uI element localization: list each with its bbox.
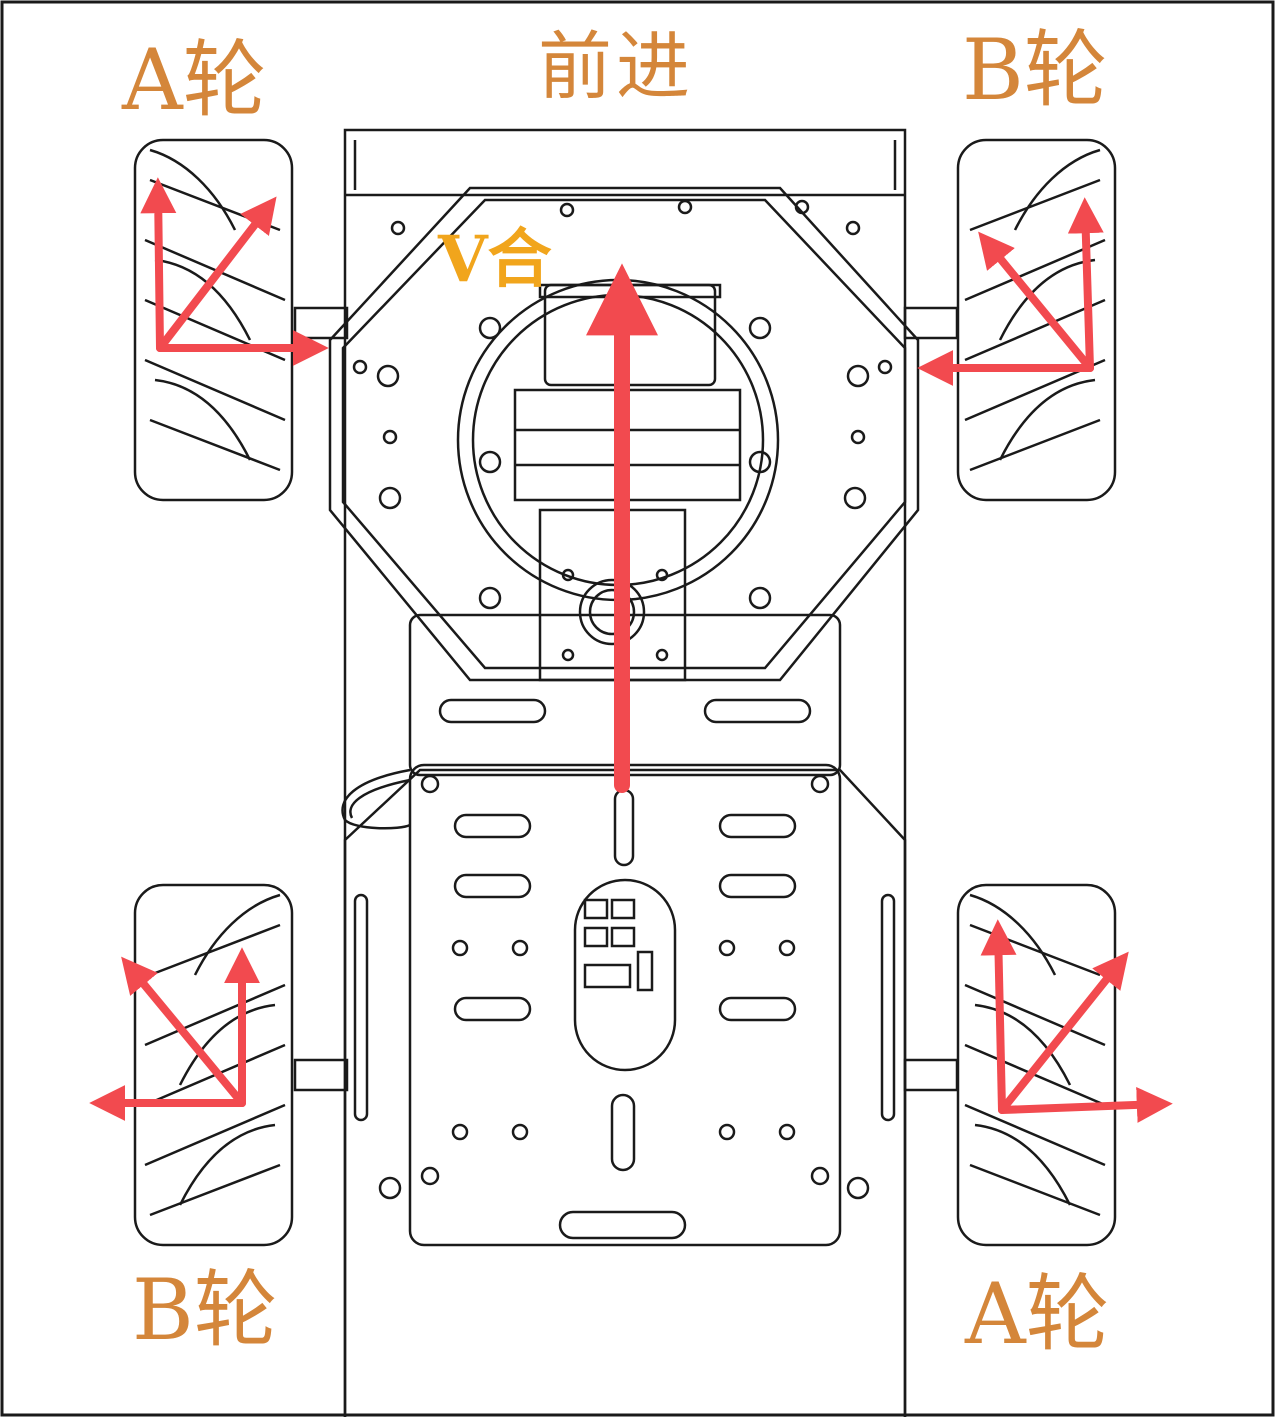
wheel-top-right: [956, 138, 1117, 502]
bl-vector-diagonal: [121, 956, 246, 1107]
wheel-label-bottom-right: A轮: [965, 1265, 1110, 1363]
tl-vector-forward: [140, 177, 177, 352]
wheel-label-bottom-left: B轮: [132, 1261, 278, 1359]
tr-vector-forward: [1067, 197, 1104, 372]
br-vector-forward: [980, 919, 1017, 1114]
forward-label: 前进: [538, 24, 694, 110]
motor-housing: [538, 508, 687, 682]
controller-pcb: [573, 878, 677, 1072]
wheel-bottom-right: [956, 883, 1117, 1247]
tr-vector-diagonal: [978, 231, 1094, 372]
octagon-plate: [328, 186, 920, 682]
br-vector-diagonal: [998, 951, 1129, 1114]
br-vector-right: [998, 1086, 1173, 1123]
tl-vector-diagonal: [156, 196, 277, 352]
resultant-velocity-label: V合: [438, 222, 552, 297]
lower-frame: [343, 768, 907, 1417]
wheel-label-top-left: A轮: [122, 31, 267, 129]
wheel-label-top-right: B轮: [962, 21, 1108, 119]
